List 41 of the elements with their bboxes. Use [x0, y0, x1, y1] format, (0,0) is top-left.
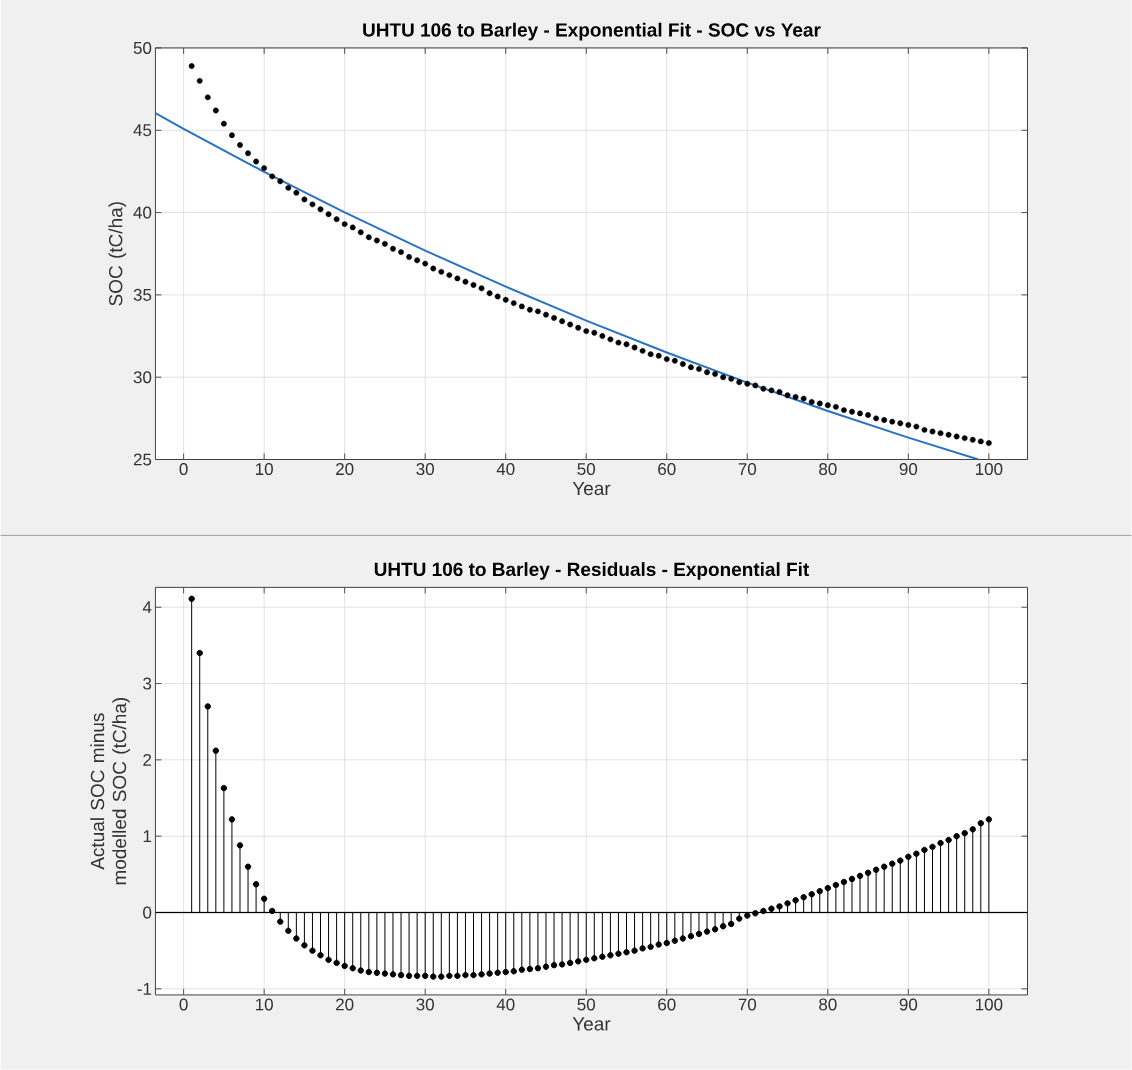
y-tick-label: 30 [133, 371, 152, 384]
y-tick-label: 4 [142, 601, 152, 614]
x-tick-label: 40 [496, 463, 515, 476]
x-axis-title: Year [572, 1017, 611, 1031]
y-tick-label: 2 [143, 753, 152, 766]
y-axis-title: SOC (tC/ha) [108, 202, 127, 306]
x-tick-label: 70 [738, 463, 757, 476]
chart-title: UHTU 106 to Barley - Exponential Fit - SOC vs Year [363, 22, 821, 41]
x-axis-title: Year [572, 481, 611, 496]
x-tick-label: 20 [336, 463, 354, 476]
y-tick-label: 50 [133, 41, 152, 55]
y-tick-label: 3 [143, 677, 152, 690]
x-tick-label: 20 [336, 998, 354, 1011]
y-tick-label: 25 [133, 453, 152, 466]
x-tick-label: 90 [899, 998, 918, 1011]
y-axis-title: Actual SOC minus modelled SOC (tC/ha) [90, 698, 130, 885]
x-tick-label: 50 [577, 463, 596, 476]
x-tick-label: 0 [179, 463, 188, 476]
x-tick-label: 70 [738, 998, 757, 1011]
x-tick-label: 10 [256, 463, 273, 476]
x-tick-label: 0 [179, 998, 188, 1011]
x-tick-label: 100 [976, 463, 1003, 476]
y-tick-label: -1 [137, 983, 152, 995]
x-tick-label: 30 [416, 463, 434, 476]
x-tick-label: 60 [658, 998, 676, 1011]
y-tick-label: 0 [143, 906, 152, 919]
x-tick-label: 10 [256, 998, 273, 1011]
y-tick-label: 1 [143, 830, 152, 843]
x-tick-label: 80 [819, 463, 837, 476]
x-tick-label: 60 [658, 463, 676, 476]
y-tick-label: 35 [133, 288, 152, 301]
x-tick-label: 100 [976, 998, 1003, 1011]
x-tick-label: 80 [819, 998, 837, 1011]
x-tick-label: 30 [416, 998, 434, 1011]
x-tick-label: 50 [577, 998, 596, 1011]
line-series [155, 112, 980, 460]
chart-title: UHTU 106 to Barley - Residuals - Exponential Fit [374, 562, 809, 580]
y-tick-label: 40 [133, 206, 152, 219]
y-tick-label: 45 [133, 124, 152, 137]
x-tick-label: 40 [496, 998, 515, 1011]
x-tick-label: 90 [899, 463, 918, 476]
